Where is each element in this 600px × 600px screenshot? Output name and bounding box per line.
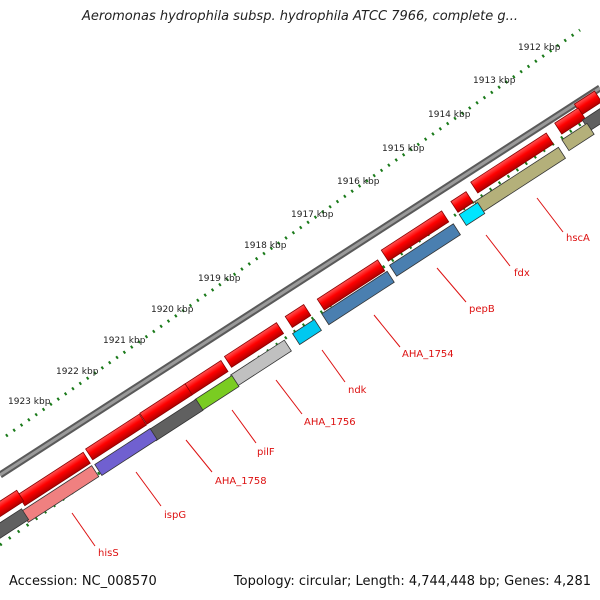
leader-line	[231, 409, 257, 444]
tick-marks	[0, 28, 600, 547]
accession-text: Accession: NC_008570	[9, 574, 157, 589]
cds-arrow	[316, 259, 386, 311]
gene-labels: hscA fdx pepB AHA_1754 ndk AHA_1756 pilF…	[71, 197, 590, 559]
map-title: Aeromonas hydrophila subsp. hydrophila A…	[81, 9, 519, 24]
cds-arrow	[139, 383, 193, 425]
gene-segment-aha-1758	[0, 508, 30, 540]
leader-line	[185, 439, 213, 473]
tick-label: 1923 kbp	[8, 397, 51, 407]
leader-line	[485, 234, 511, 267]
leader-line	[436, 267, 467, 303]
tick-label: 1922 kbp	[56, 367, 99, 377]
gene-segment-fdx	[458, 202, 486, 226]
gene-label-AHA-1758: AHA_1758	[215, 476, 267, 487]
cds-arrow	[223, 322, 285, 368]
leader-line	[536, 197, 564, 233]
backbone-line	[0, 86, 600, 477]
tick-label: 1916 kbp	[337, 177, 380, 187]
tick-label: 1912 kbp	[518, 43, 561, 53]
cds-track	[0, 90, 600, 521]
gene-segment-pepb	[389, 223, 461, 277]
genome-backbone	[0, 85, 600, 478]
cds-arrow	[450, 191, 474, 213]
gene-track	[0, 106, 600, 540]
cds-arrow	[0, 489, 25, 521]
cds-arrow	[554, 107, 586, 135]
cds-arrow	[85, 413, 147, 461]
tick-mark	[5, 28, 581, 438]
tick-label: 1920 kbp	[151, 305, 194, 315]
cds-arrow	[470, 132, 554, 194]
topology-summary-text: Topology: circular; Length: 4,744,448 bp…	[233, 574, 591, 589]
gene-label-ndk: ndk	[348, 385, 367, 396]
tick-label: 1918 kbp	[244, 241, 287, 251]
gene-label-AHA-1756: AHA_1756	[304, 417, 356, 428]
gene-segment-ispg	[94, 428, 158, 476]
leader-line	[135, 471, 162, 507]
cds-arrow	[284, 304, 312, 328]
gene-segment-ndk	[292, 318, 322, 346]
gene-label-ispG: ispG	[164, 510, 186, 521]
leader-line	[275, 379, 303, 415]
tick-label: 1914 kbp	[428, 110, 471, 120]
cds-arrow	[380, 210, 450, 262]
tick-label: 1913 kbp	[473, 76, 516, 86]
tick-label: 1917 kbp	[291, 210, 334, 220]
tick-label: 1915 kbp	[382, 144, 425, 154]
gene-label-hscA: hscA	[566, 233, 590, 244]
gene-label-AHA-1754: AHA_1754	[402, 349, 454, 360]
gene-label-pilF: pilF	[257, 447, 275, 458]
leader-line	[71, 512, 96, 547]
tick-label: 1919 kbp	[198, 274, 241, 284]
gene-label-hisS: hisS	[98, 548, 119, 559]
tick-label: 1921 kbp	[103, 336, 146, 346]
gene-label-pepB: pepB	[469, 304, 495, 315]
leader-line	[321, 349, 346, 383]
gene-segment-hsca	[561, 122, 595, 152]
gene-label-fdx: fdx	[514, 268, 530, 279]
leader-line	[373, 314, 401, 348]
tick-mark	[0, 108, 600, 547]
gene-segment-aha-1754	[321, 270, 395, 326]
tick-labels: 1912 kbp 1913 kbp 1914 kbp 1915 kbp 1916…	[8, 43, 561, 407]
